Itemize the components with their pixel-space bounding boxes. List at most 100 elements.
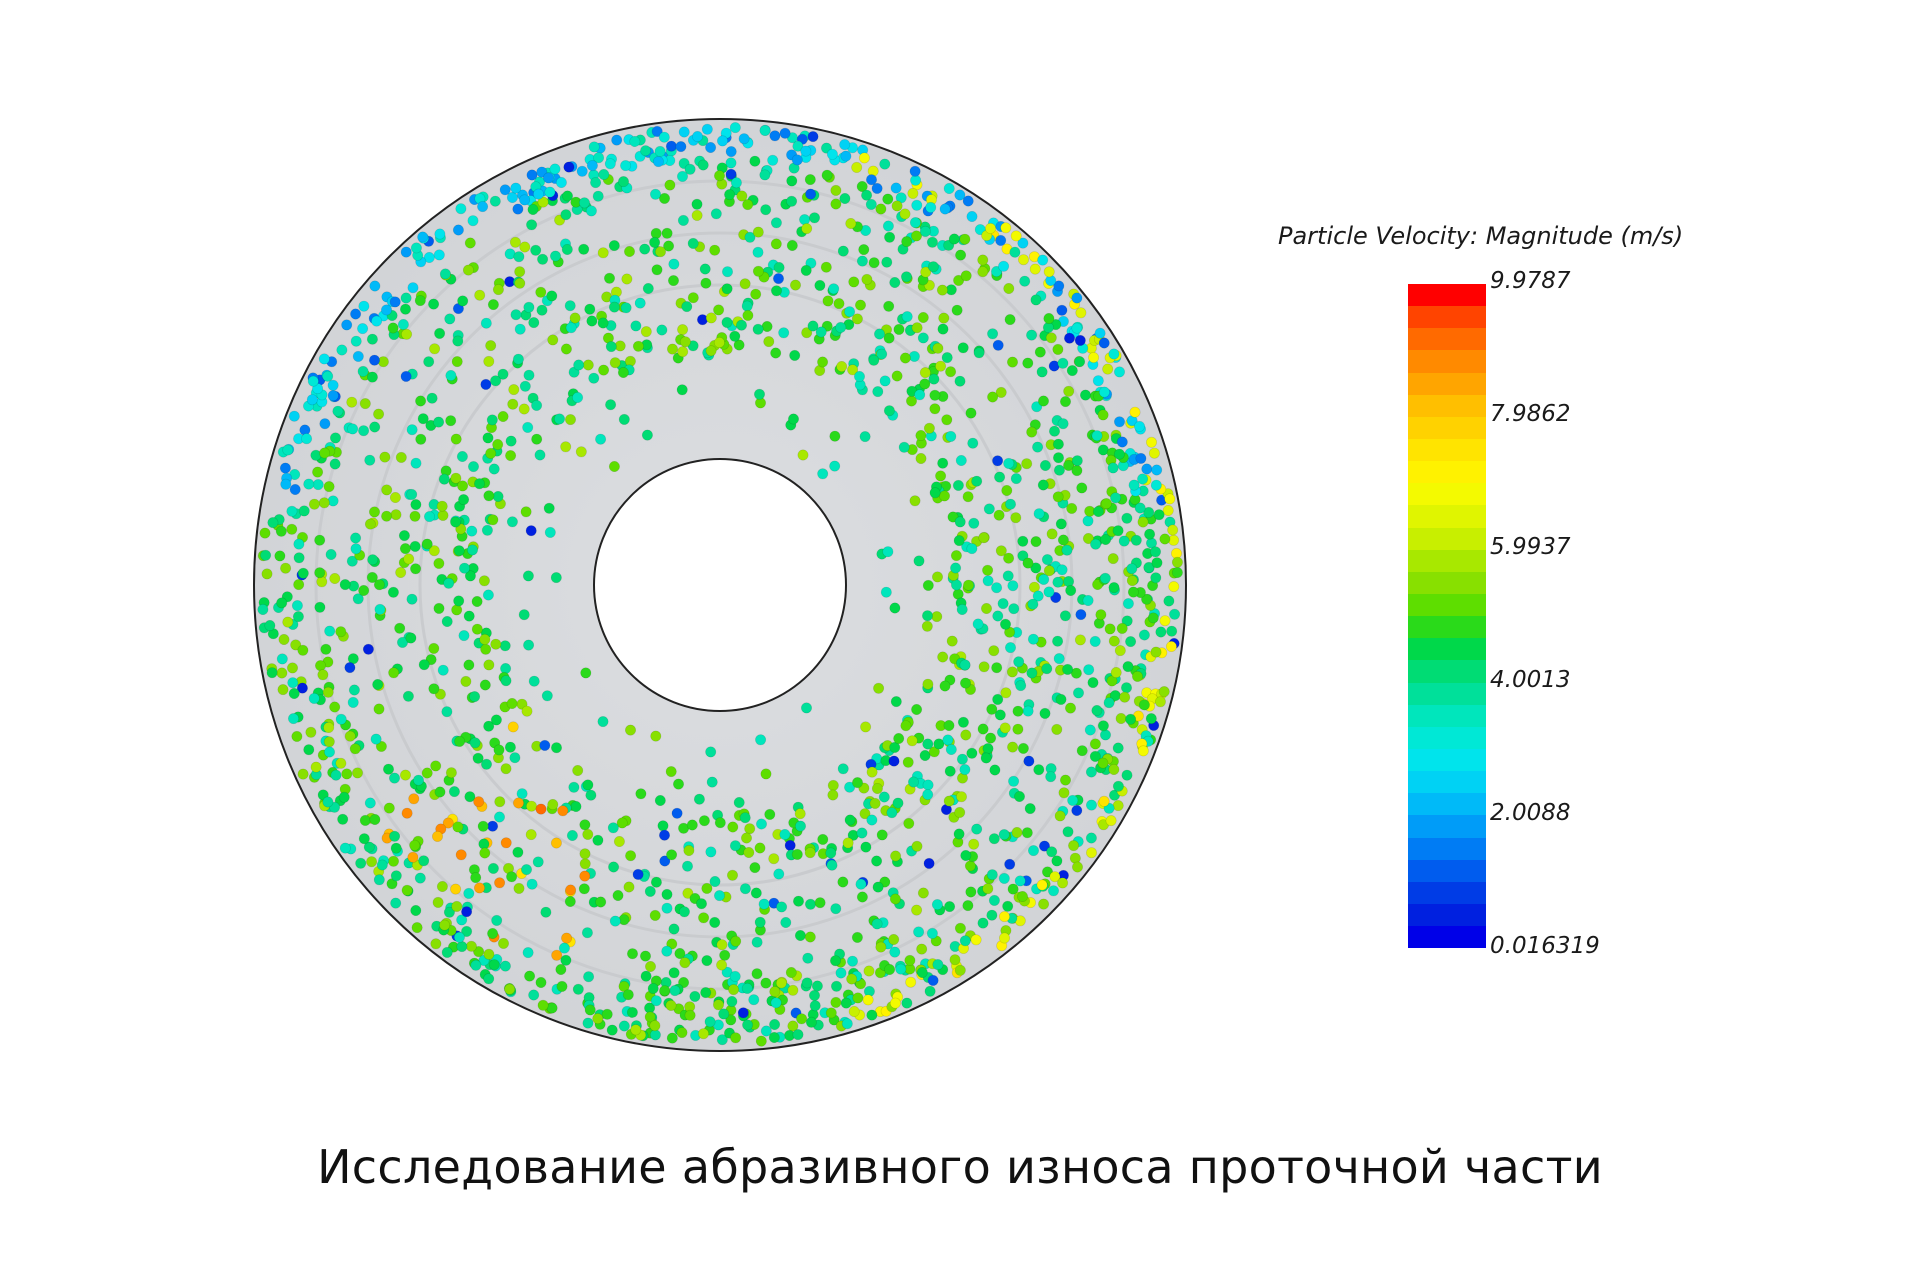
particle xyxy=(754,916,766,928)
particle xyxy=(938,490,950,502)
particle xyxy=(406,488,418,500)
particle xyxy=(463,887,475,899)
particle xyxy=(453,595,465,607)
particle xyxy=(366,856,378,868)
particle xyxy=(983,503,995,515)
particle xyxy=(406,424,418,436)
particle xyxy=(452,335,464,347)
particle xyxy=(944,765,956,777)
particle xyxy=(846,973,858,985)
particle xyxy=(750,887,762,899)
particle xyxy=(995,386,1007,398)
particle xyxy=(919,378,931,390)
particle xyxy=(1106,675,1118,687)
particle xyxy=(350,335,362,347)
particle xyxy=(454,735,466,747)
particle xyxy=(439,919,451,931)
particle xyxy=(308,692,320,704)
particle xyxy=(620,302,632,314)
particle xyxy=(433,557,445,569)
particle xyxy=(1043,586,1055,598)
particle xyxy=(477,201,489,213)
particle xyxy=(691,198,703,210)
particle xyxy=(916,943,928,955)
particle xyxy=(433,602,445,614)
particle xyxy=(837,245,849,257)
particle xyxy=(713,890,725,902)
particle xyxy=(789,279,801,291)
particle xyxy=(368,354,380,366)
particle xyxy=(786,240,798,252)
particle xyxy=(1030,294,1042,306)
particle xyxy=(276,653,288,665)
particle xyxy=(749,155,761,167)
particle xyxy=(797,449,809,461)
particle xyxy=(886,807,898,819)
particle xyxy=(954,922,966,934)
particle xyxy=(414,872,426,884)
particle xyxy=(261,568,273,580)
particle xyxy=(1143,561,1155,573)
particle xyxy=(337,813,349,825)
particle xyxy=(277,684,289,696)
particle xyxy=(450,433,462,445)
particle xyxy=(640,326,652,338)
particle xyxy=(1052,343,1064,355)
particle xyxy=(811,980,823,992)
particle xyxy=(1027,598,1039,610)
particle xyxy=(394,622,406,634)
particle xyxy=(891,370,903,382)
particle xyxy=(609,357,621,369)
particle xyxy=(535,286,547,298)
particle xyxy=(1053,280,1065,292)
particle xyxy=(792,140,804,152)
particle xyxy=(919,749,931,761)
colorbar-band xyxy=(1408,483,1486,506)
particle xyxy=(959,677,971,689)
particle xyxy=(915,429,927,441)
particle xyxy=(400,292,412,304)
particle xyxy=(1039,459,1051,471)
particle xyxy=(569,312,581,324)
particle xyxy=(346,555,358,567)
particle xyxy=(509,752,521,764)
particle xyxy=(490,714,502,726)
particle xyxy=(1150,572,1162,584)
particle xyxy=(710,208,722,220)
particle xyxy=(875,941,887,953)
particle xyxy=(840,150,852,162)
particle xyxy=(959,233,971,245)
particle xyxy=(939,203,951,215)
particle xyxy=(357,365,369,377)
particle xyxy=(595,433,607,445)
particle xyxy=(1031,401,1043,413)
particle xyxy=(1003,552,1015,564)
particle xyxy=(1080,389,1092,401)
particle xyxy=(531,399,543,411)
particle xyxy=(430,938,442,950)
particle xyxy=(1057,534,1069,546)
particle xyxy=(778,327,790,339)
particle xyxy=(921,620,933,632)
colorbar-band xyxy=(1408,438,1486,462)
particle xyxy=(900,720,912,732)
particle xyxy=(479,633,491,645)
particle xyxy=(1102,363,1114,375)
particle xyxy=(1084,724,1096,736)
particle xyxy=(865,174,877,186)
particle xyxy=(1107,462,1119,474)
particle xyxy=(922,579,934,591)
particle xyxy=(561,190,573,202)
particle xyxy=(1122,598,1134,610)
particle xyxy=(676,384,688,396)
particle xyxy=(664,179,676,191)
particle xyxy=(445,369,457,381)
particle xyxy=(521,705,533,717)
particle xyxy=(547,798,559,810)
particle xyxy=(412,774,424,786)
particle xyxy=(275,525,287,537)
particle xyxy=(524,970,536,982)
particle xyxy=(716,959,728,971)
particle xyxy=(794,808,806,820)
particle xyxy=(898,441,910,453)
